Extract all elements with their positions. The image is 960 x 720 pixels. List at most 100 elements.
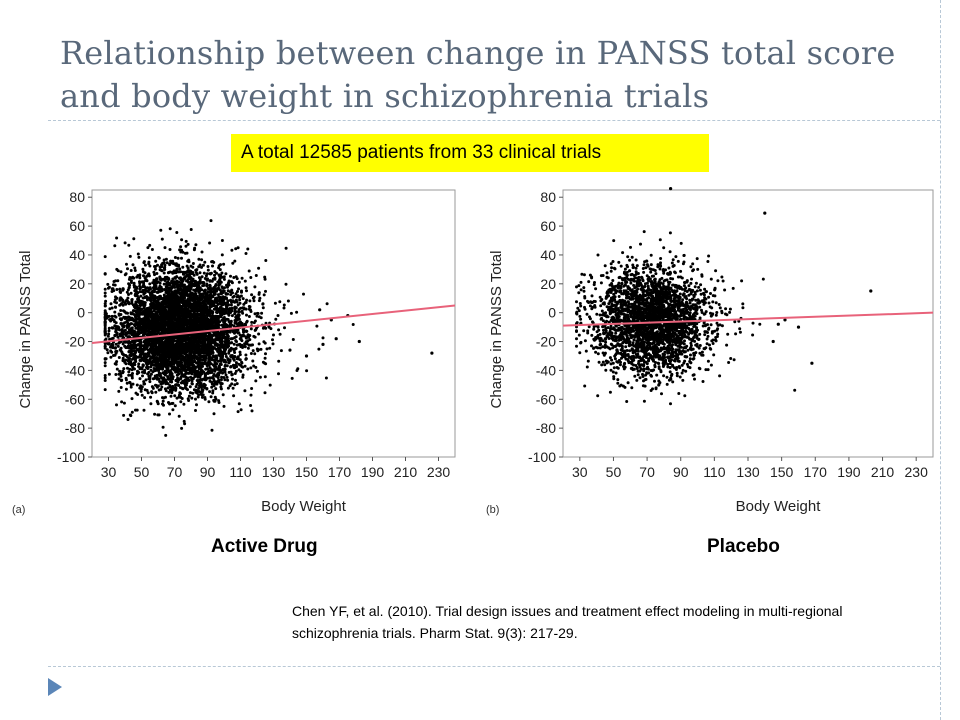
data-point [218, 362, 222, 366]
data-point [122, 413, 126, 417]
data-point [246, 367, 250, 371]
data-point [197, 257, 201, 261]
data-point [279, 349, 283, 353]
data-point [153, 315, 157, 319]
data-point [201, 284, 205, 288]
data-point [222, 376, 226, 379]
data-point [115, 267, 119, 271]
data-point [134, 346, 138, 350]
data-point [170, 360, 174, 364]
data-point [212, 364, 216, 368]
data-point [168, 227, 172, 231]
data-point [208, 376, 212, 380]
data-point [141, 374, 144, 378]
data-point [131, 372, 134, 375]
data-point [250, 320, 254, 324]
data-point [197, 290, 201, 294]
data-point [231, 377, 234, 381]
data-point [128, 341, 132, 344]
data-point [233, 310, 237, 313]
data-point [133, 343, 137, 347]
data-point [237, 362, 241, 366]
y-tick-label: 40 [69, 247, 85, 263]
data-point [124, 332, 128, 336]
data-point [147, 274, 151, 278]
data-point [146, 366, 150, 370]
data-point [131, 366, 135, 370]
data-point [213, 318, 217, 322]
data-point [186, 242, 190, 246]
data-point [115, 403, 118, 407]
data-point [263, 391, 267, 395]
data-point [155, 374, 158, 378]
data-point [234, 315, 238, 319]
data-point [154, 280, 158, 284]
data-point [256, 349, 260, 353]
data-point [257, 299, 261, 303]
data-point [136, 339, 140, 343]
data-point [244, 252, 248, 255]
data-point [192, 273, 196, 277]
data-point [188, 391, 192, 395]
data-point [181, 270, 185, 274]
data-point [213, 292, 217, 296]
data-point [119, 296, 123, 300]
data-point [142, 261, 146, 265]
data-point [184, 244, 188, 248]
data-point [207, 400, 211, 404]
data-point [218, 280, 222, 284]
x-tick-label: 50 [134, 464, 150, 480]
data-point [163, 268, 167, 271]
data-point [221, 289, 225, 293]
data-point [255, 369, 259, 373]
data-point [253, 352, 257, 356]
data-point [236, 290, 239, 293]
data-point [155, 364, 159, 368]
data-point [233, 355, 237, 359]
data-point [114, 330, 118, 334]
data-point [153, 376, 157, 380]
data-point [203, 383, 207, 387]
data-point [139, 358, 143, 362]
data-point [206, 290, 210, 294]
data-point [233, 259, 237, 263]
data-point [148, 243, 152, 247]
data-point [230, 248, 234, 252]
data-point [201, 369, 204, 373]
data-point [167, 360, 171, 364]
data-point [175, 231, 179, 234]
data-point [254, 365, 258, 369]
data-point [180, 426, 184, 430]
data-point [232, 394, 236, 398]
data-point [159, 374, 162, 378]
data-point [177, 264, 180, 268]
data-point [243, 389, 247, 393]
data-point [194, 279, 197, 283]
data-point [234, 298, 238, 302]
data-point [203, 314, 207, 317]
data-point [114, 350, 118, 354]
data-point [103, 302, 107, 306]
data-point [184, 239, 188, 243]
data-point [222, 262, 226, 266]
data-point [225, 311, 229, 315]
data-point [232, 300, 236, 304]
data-point [250, 293, 254, 297]
data-point [106, 342, 110, 346]
data-point [245, 289, 248, 293]
data-point [140, 367, 144, 371]
data-point [123, 241, 127, 245]
data-point [107, 329, 111, 333]
data-point [259, 347, 263, 351]
data-point [194, 385, 198, 389]
data-point [159, 268, 163, 272]
data-point [227, 303, 230, 307]
data-point [236, 355, 240, 359]
data-point [106, 282, 110, 286]
data-point [187, 399, 191, 402]
data-point [207, 296, 211, 300]
data-point [147, 260, 151, 264]
data-point [207, 363, 211, 367]
data-point [212, 373, 216, 376]
data-point [236, 331, 240, 335]
